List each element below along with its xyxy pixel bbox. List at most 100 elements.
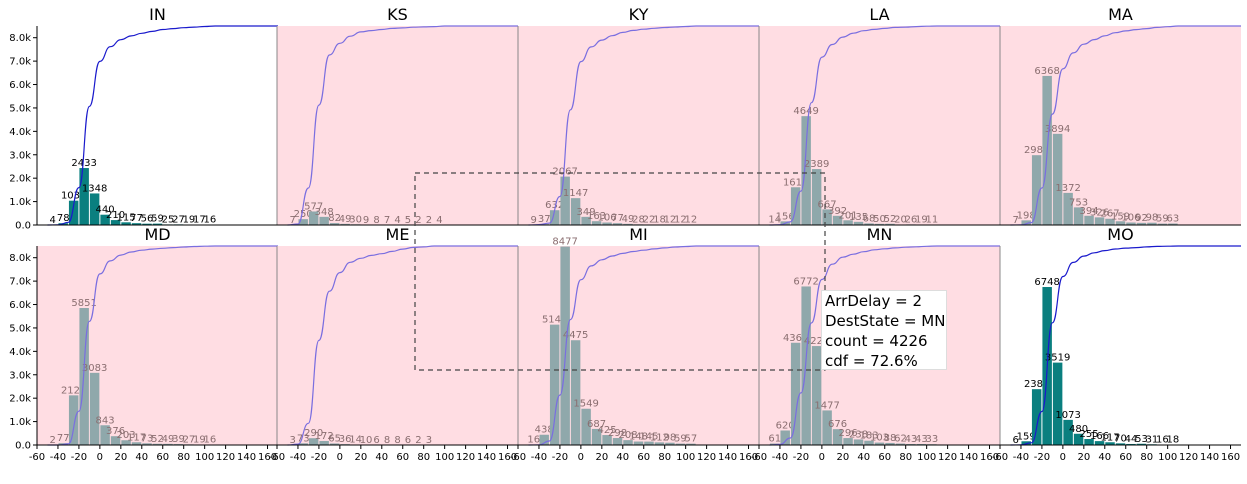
histogram-bar[interactable] — [1053, 134, 1062, 225]
x-tick-label: 100 — [435, 452, 454, 463]
bar-count-label: 11 — [926, 215, 939, 226]
hover-tooltip: ArrDelay = 2 DestState = MN count = 4226… — [821, 290, 947, 370]
bar-count-label: 18 — [1167, 435, 1180, 446]
x-tick-label: -60 — [29, 452, 45, 463]
bar-count-label: 3519 — [1045, 353, 1070, 364]
x-tick-label: 0 — [1060, 452, 1066, 463]
bar-count-label: 2 — [50, 435, 56, 446]
x-tick-label: 20 — [836, 452, 849, 463]
x-tick-label: 20 — [595, 452, 608, 463]
bar-count-label: 3083 — [82, 363, 107, 374]
x-tick-label: 120 — [456, 452, 475, 463]
bar-count-label: 1549 — [573, 399, 598, 410]
y-tick-label: 3.0k — [9, 370, 31, 381]
bar-count-label: 12 — [685, 215, 698, 226]
x-tick-label: -20 — [793, 452, 809, 463]
y-tick-label: 4.0k — [9, 347, 31, 358]
histogram-bar[interactable] — [1032, 389, 1041, 445]
x-tick-label: -20 — [552, 452, 568, 463]
histogram-bar[interactable] — [812, 346, 821, 445]
y-tick-label: 8.0k — [9, 253, 31, 264]
bar-count-label: 77 — [57, 433, 70, 444]
y-tick-label: 5.0k — [9, 103, 31, 114]
histogram-bar[interactable] — [571, 340, 580, 445]
bar-count-label: 16 — [204, 435, 217, 446]
x-tick-label: -60 — [510, 452, 526, 463]
facet-title-in: IN — [149, 5, 166, 24]
y-tick-label: 7.0k — [9, 277, 31, 288]
x-tick-label: 120 — [697, 452, 716, 463]
x-tick-label: 140 — [959, 452, 978, 463]
y-tick-label: 2.0k — [9, 174, 31, 185]
x-tick-label: 60 — [156, 452, 169, 463]
x-tick-label: 80 — [658, 452, 671, 463]
x-tick-label: 100 — [676, 452, 695, 463]
x-tick-label: -40 — [290, 452, 306, 463]
histogram-bar[interactable] — [780, 430, 789, 445]
histogram-bar[interactable] — [560, 177, 569, 225]
bar-count-label: 9 — [363, 215, 369, 226]
x-tick-label: -60 — [992, 452, 1008, 463]
bar-count-label: 16 — [204, 215, 217, 226]
x-tick-label: 140 — [237, 452, 256, 463]
bar-count-label: 61 — [768, 434, 781, 445]
x-tick-label: -60 — [751, 452, 767, 463]
bar-count-label: 1348 — [82, 183, 107, 194]
bar-count-label: 57 — [685, 434, 698, 445]
histogram-bar[interactable] — [812, 169, 821, 225]
facet-title-md: MD — [144, 225, 170, 244]
histogram-bar[interactable] — [79, 168, 88, 225]
x-tick-label: -40 — [1013, 452, 1029, 463]
x-tick-label: -20 — [71, 452, 87, 463]
facet-title-me: ME — [386, 225, 410, 244]
bar-count-label: 10 — [360, 435, 373, 446]
facet-title-mn: MN — [867, 225, 893, 244]
bar-count-label: 1372 — [1055, 183, 1080, 194]
x-tick-label: 60 — [1119, 452, 1132, 463]
x-tick-label: 0 — [819, 452, 825, 463]
x-tick-label: -40 — [531, 452, 547, 463]
y-tick-label: 3.0k — [9, 150, 31, 161]
histogram-bar[interactable] — [90, 373, 99, 445]
x-tick-label: 120 — [216, 452, 235, 463]
facet-title-ma: MA — [1108, 5, 1133, 24]
x-tick-label: 100 — [195, 452, 214, 463]
histogram-bar[interactable] — [69, 395, 78, 445]
bar-count-label: 2067 — [552, 167, 577, 178]
bar-count-label: 4649 — [793, 106, 818, 117]
facet-panel-ky[interactable] — [518, 26, 759, 225]
bar-count-label: 63 — [1167, 214, 1180, 225]
bar-count-label: 3 — [426, 435, 432, 446]
x-tick-label: 100 — [1158, 452, 1177, 463]
facet-panel-ks[interactable] — [277, 26, 518, 225]
tooltip-arrdelay: ArrDelay = 2 — [825, 291, 946, 311]
bar-count-label: 2 — [415, 435, 421, 446]
bar-count-label: 6772 — [793, 276, 818, 287]
x-tick-label: 80 — [417, 452, 430, 463]
tooltip-deststate: DestState = MN — [825, 311, 946, 331]
bar-count-label: 2 — [415, 215, 421, 226]
histogram-bar[interactable] — [1053, 363, 1062, 445]
histogram-bar[interactable] — [560, 247, 569, 445]
facet-panel-me[interactable] — [277, 246, 518, 445]
x-tick-label: 40 — [1098, 452, 1111, 463]
x-tick-label: 40 — [616, 452, 629, 463]
tooltip-count: count = 4226 — [825, 331, 946, 351]
bar-count-label: 6748 — [1034, 277, 1059, 288]
bar-count-label: 2433 — [71, 158, 96, 169]
histogram-bar[interactable] — [550, 325, 559, 445]
x-tick-label: 140 — [477, 452, 496, 463]
y-tick-label: 6.0k — [9, 300, 31, 311]
facet-title-la: LA — [869, 5, 889, 24]
x-tick-label: 40 — [857, 452, 870, 463]
tooltip-cdf: cdf = 72.6% — [825, 351, 946, 371]
bar-count-label: 1073 — [1055, 410, 1080, 421]
x-tick-label: 80 — [1140, 452, 1153, 463]
y-tick-label: 0.0 — [15, 441, 31, 452]
bar-count-label: 33 — [926, 434, 939, 445]
histogram-bar[interactable] — [791, 343, 800, 445]
bar-count-label: 2 — [426, 215, 432, 226]
histogram-bar[interactable] — [801, 116, 810, 225]
